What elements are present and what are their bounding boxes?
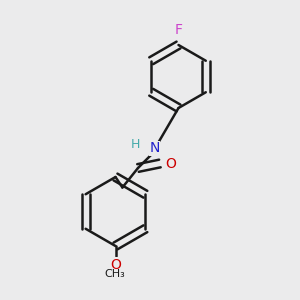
Text: O: O xyxy=(165,157,176,170)
Text: CH₃: CH₃ xyxy=(104,269,125,279)
Text: methoxy: methoxy xyxy=(112,272,118,273)
Text: O: O xyxy=(110,258,121,272)
Text: N: N xyxy=(149,142,160,155)
Text: H: H xyxy=(131,138,141,152)
Text: F: F xyxy=(175,23,182,38)
